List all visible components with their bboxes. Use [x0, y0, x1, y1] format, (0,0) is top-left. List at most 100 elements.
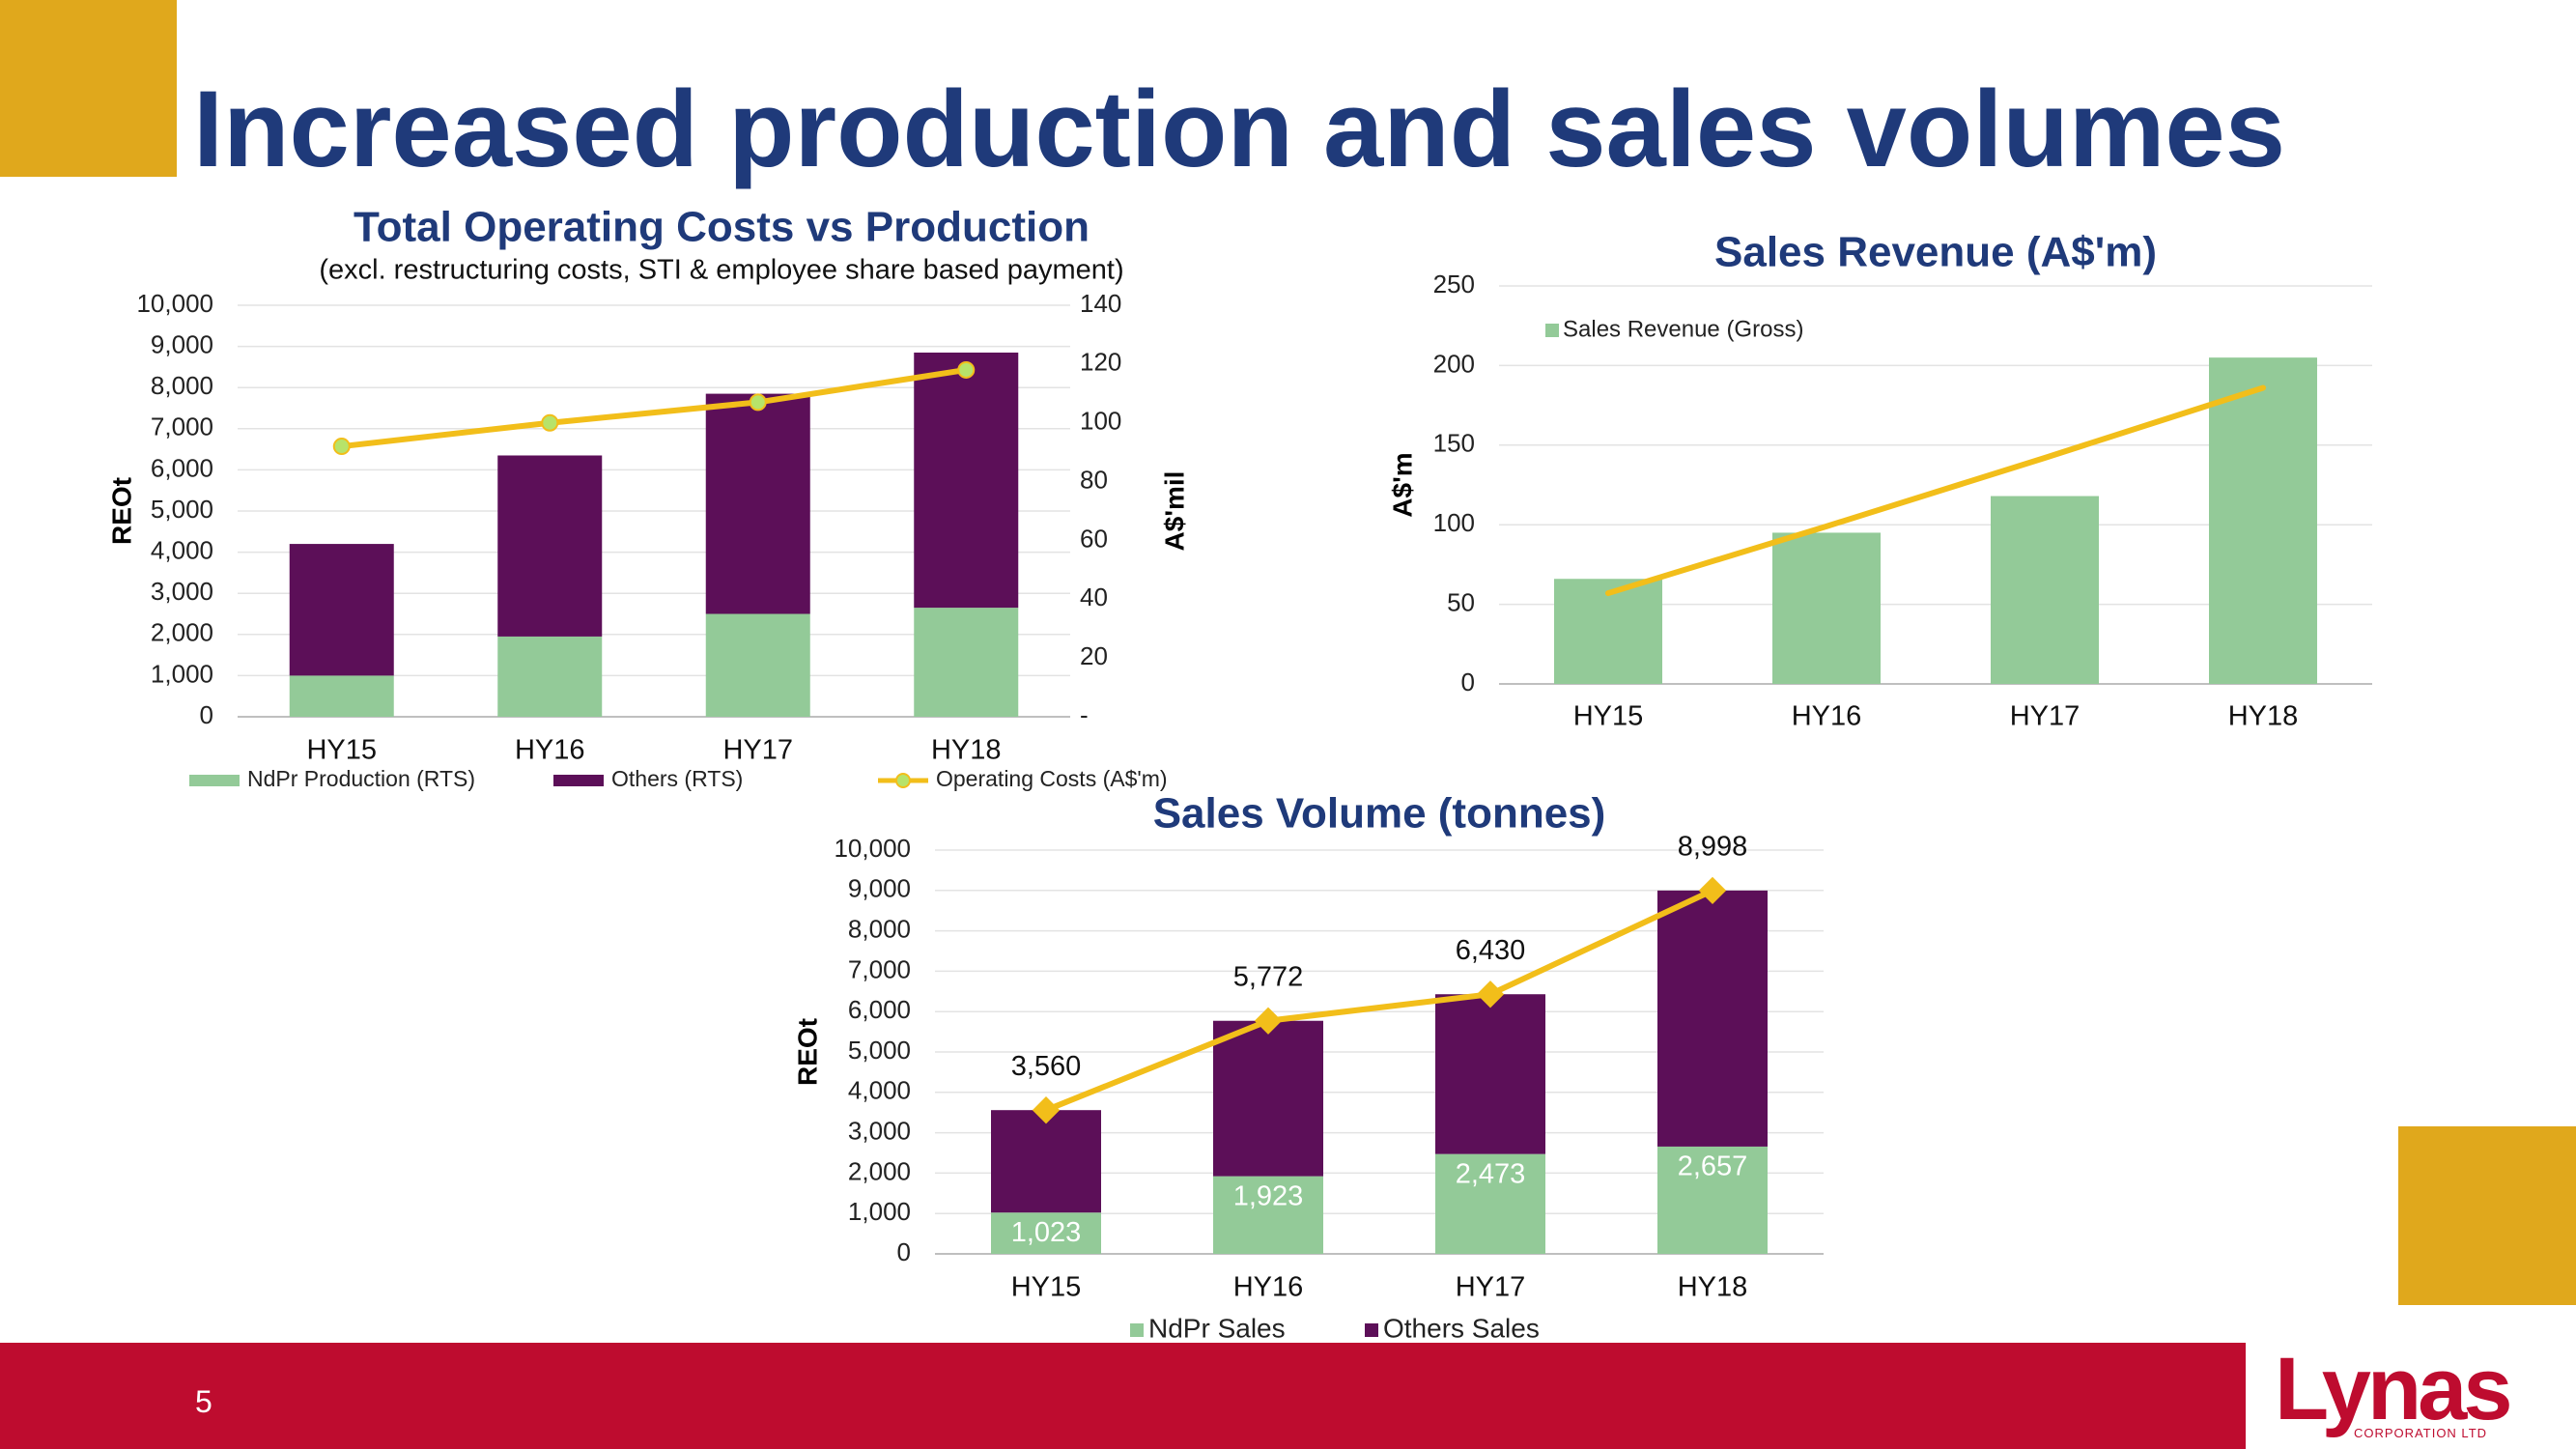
gold-accent-right [2398, 1126, 2576, 1305]
x-tick-label: HY15 [306, 735, 377, 766]
bar-Sales Revenue (Gross) [1554, 579, 1662, 684]
x-tick-label: HY15 [1573, 701, 1644, 732]
y2-tick-label: - [1080, 700, 1089, 729]
chart-title: Sales Revenue (A$'m) [1714, 229, 2157, 276]
line-data-label: 5,772 [1233, 961, 1304, 992]
y2-tick-label: 40 [1080, 582, 1108, 611]
y-axis-label: REOt [106, 477, 136, 545]
legend-swatch [895, 773, 911, 788]
y2-tick-label: 100 [1080, 407, 1121, 436]
bar-Others (RTS) [705, 393, 810, 614]
bar-Sales Revenue (Gross) [2209, 357, 2317, 684]
bar-NdPr Sales [1213, 1176, 1323, 1254]
y-tick-label: 10,000 [136, 289, 213, 318]
y2-tick-label: 20 [1080, 641, 1108, 670]
chart-title: Total Operating Costs vs Production [354, 204, 1090, 251]
line-Operating Costs (A$'m) [338, 366, 970, 450]
y2-axis-label: A$'mil [1159, 471, 1189, 552]
line-marker [749, 393, 767, 412]
bar-data-label: 1,023 [1011, 1217, 1082, 1248]
line-trend [1043, 887, 1715, 1114]
slide-title: Increased production and sales volumes [193, 69, 2286, 189]
y-tick-label: 50 [1447, 587, 1475, 616]
y-tick-label: 5,000 [848, 1036, 911, 1065]
y-tick-label: 4,000 [151, 535, 213, 564]
bar-NdPr Sales [1435, 1153, 1545, 1254]
x-tick-label: HY17 [722, 735, 793, 766]
gold-accent-top-left [0, 0, 177, 177]
x-tick-label: HY15 [1011, 1272, 1082, 1303]
y-tick-label: 1,000 [151, 659, 213, 688]
legend-swatch [1545, 324, 1559, 337]
legend-label: NdPr Sales [1148, 1313, 1286, 1343]
line-data-label: 3,560 [1011, 1051, 1082, 1082]
line-data-label: 8,998 [1678, 832, 1748, 863]
y-tick-label: 6,000 [848, 995, 911, 1024]
bar-data-label: 1,923 [1233, 1180, 1304, 1211]
bar-NdPr Production (RTS) [914, 608, 1019, 717]
x-tick-label: HY18 [2228, 701, 2299, 732]
x-tick-label: HY18 [1678, 1272, 1748, 1303]
x-tick-label: HY18 [931, 735, 1002, 766]
bar-NdPr Sales [1657, 1146, 1768, 1254]
bar-Others Sales [1435, 994, 1545, 1154]
y-tick-label: 7,000 [848, 954, 911, 983]
legend-swatch [1365, 1323, 1378, 1337]
bar-data-label: 2,657 [1678, 1151, 1748, 1182]
bar-Sales Revenue (Gross) [1772, 532, 1881, 684]
y-tick-label: 8,000 [151, 371, 213, 400]
bar-NdPr Sales [991, 1212, 1101, 1254]
y-axis-label: A$'m [1387, 452, 1417, 517]
y-tick-label: 0 [1461, 668, 1475, 696]
lynas-logo: Lynas [2275, 1340, 2512, 1438]
y-tick-label: 8,000 [848, 914, 911, 943]
y-tick-label: 200 [1433, 349, 1475, 378]
line-marker [957, 360, 976, 379]
legend-label: Others Sales [1383, 1313, 1540, 1343]
chart-subtitle: (excl. restructuring costs, STI & employ… [319, 255, 1123, 286]
x-tick-label: HY17 [1456, 1272, 1526, 1303]
y-tick-label: 1,000 [848, 1197, 911, 1226]
x-tick-label: HY16 [515, 735, 585, 766]
y-tick-label: 4,000 [848, 1076, 911, 1105]
legend-swatch [553, 775, 604, 786]
footer-bar: 5 [0, 1343, 2246, 1449]
y-tick-label: 2,000 [848, 1156, 911, 1185]
x-tick-label: HY17 [2010, 701, 2081, 732]
y-tick-label: 250 [1433, 270, 1475, 298]
chart-title: Sales Volume (tonnes) [1153, 790, 1606, 838]
line-marker [1254, 1007, 1283, 1035]
y-tick-label: 150 [1433, 429, 1475, 458]
line-marker [541, 413, 559, 432]
x-tick-label: HY16 [1233, 1272, 1304, 1303]
line-trend [1605, 384, 2266, 597]
bar-Others Sales [1213, 1020, 1323, 1177]
y-axis-label: REOt [792, 1018, 822, 1086]
y-tick-label: 5,000 [151, 495, 213, 524]
bar-data-label: 2,473 [1456, 1158, 1526, 1189]
y-tick-label: 9,000 [848, 874, 911, 903]
bar-Others Sales [1657, 890, 1768, 1147]
y-tick-label: 0 [200, 700, 213, 729]
x-tick-label: HY16 [1792, 701, 1862, 732]
y-tick-label: 10,000 [834, 834, 911, 863]
logo-subtitle: CORPORATION LTD [2354, 1426, 2488, 1440]
charts-canvas: Total Operating Costs vs Production (excl… [106, 204, 2372, 1343]
y-tick-label: 3,000 [151, 577, 213, 606]
bar-NdPr Production (RTS) [705, 613, 810, 717]
page-number: 5 [195, 1384, 212, 1419]
bar-NdPr Production (RTS) [289, 675, 394, 717]
y-tick-label: 7,000 [151, 412, 213, 441]
bar-NdPr Production (RTS) [497, 636, 603, 717]
y2-tick-label: 140 [1080, 289, 1121, 318]
y-tick-label: 9,000 [151, 329, 213, 358]
legend-swatch [1130, 1323, 1144, 1337]
line-marker [332, 438, 351, 456]
y-tick-label: 3,000 [848, 1116, 911, 1145]
line-marker [1032, 1096, 1061, 1124]
line-marker [1698, 876, 1727, 905]
y2-tick-label: 80 [1080, 465, 1108, 494]
legend-swatch [189, 775, 240, 786]
bar-Others (RTS) [289, 544, 394, 676]
bar-Others (RTS) [914, 352, 1019, 609]
